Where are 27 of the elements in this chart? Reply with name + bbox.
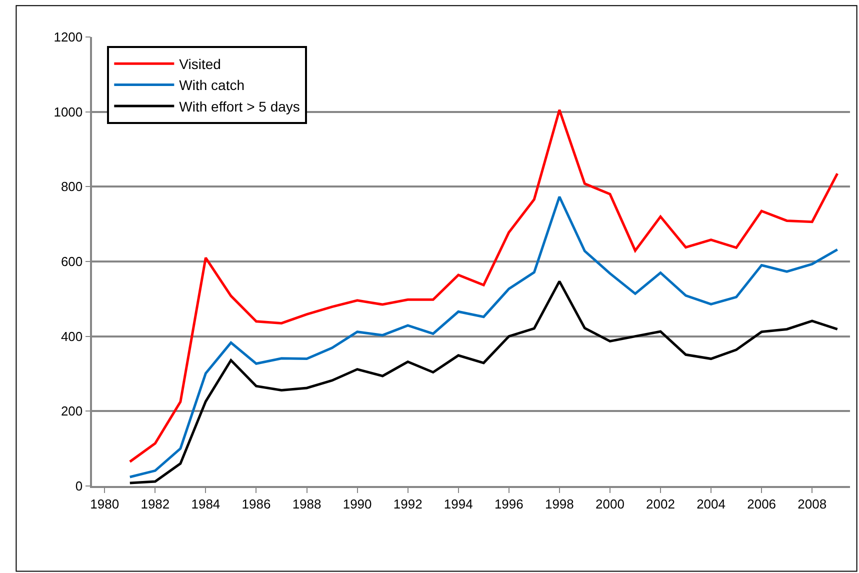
x-tick-label: 1980 xyxy=(90,496,120,512)
x-tick-label: 1992 xyxy=(393,496,422,512)
line-series xyxy=(128,280,839,484)
x-tick-label: 1990 xyxy=(342,496,372,512)
y-tick-label: 600 xyxy=(60,254,83,270)
x-tick-label: 2002 xyxy=(646,496,675,512)
legend-label: With effort > 5 days xyxy=(179,98,300,114)
x-tick-label: 2000 xyxy=(596,496,624,512)
x-tick-label: 1994 xyxy=(444,496,473,512)
x-tick-label: 2004 xyxy=(696,496,726,512)
y-tick-label: 200 xyxy=(60,404,83,419)
x-tick-label: 2008 xyxy=(798,496,827,512)
x-tick-label: 1996 xyxy=(494,496,524,512)
x-tick-label: 2006 xyxy=(747,496,776,512)
line-series xyxy=(128,196,839,478)
y-tick-label: 1200 xyxy=(54,30,83,45)
legend-label: Visited xyxy=(179,56,221,72)
x-tick-label: 1998 xyxy=(544,496,574,512)
y-tick-label: 400 xyxy=(60,328,83,344)
x-tick-label: 1982 xyxy=(140,496,170,512)
y-tick-label: 800 xyxy=(60,179,83,194)
x-tick-label: 1988 xyxy=(292,496,322,512)
x-tick-label: 1986 xyxy=(242,496,271,512)
y-tick-label: 1000 xyxy=(54,104,83,120)
legend-label: With catch xyxy=(179,77,245,94)
y-tick-label: 0 xyxy=(75,478,83,494)
x-tick-label: 1984 xyxy=(191,496,220,512)
